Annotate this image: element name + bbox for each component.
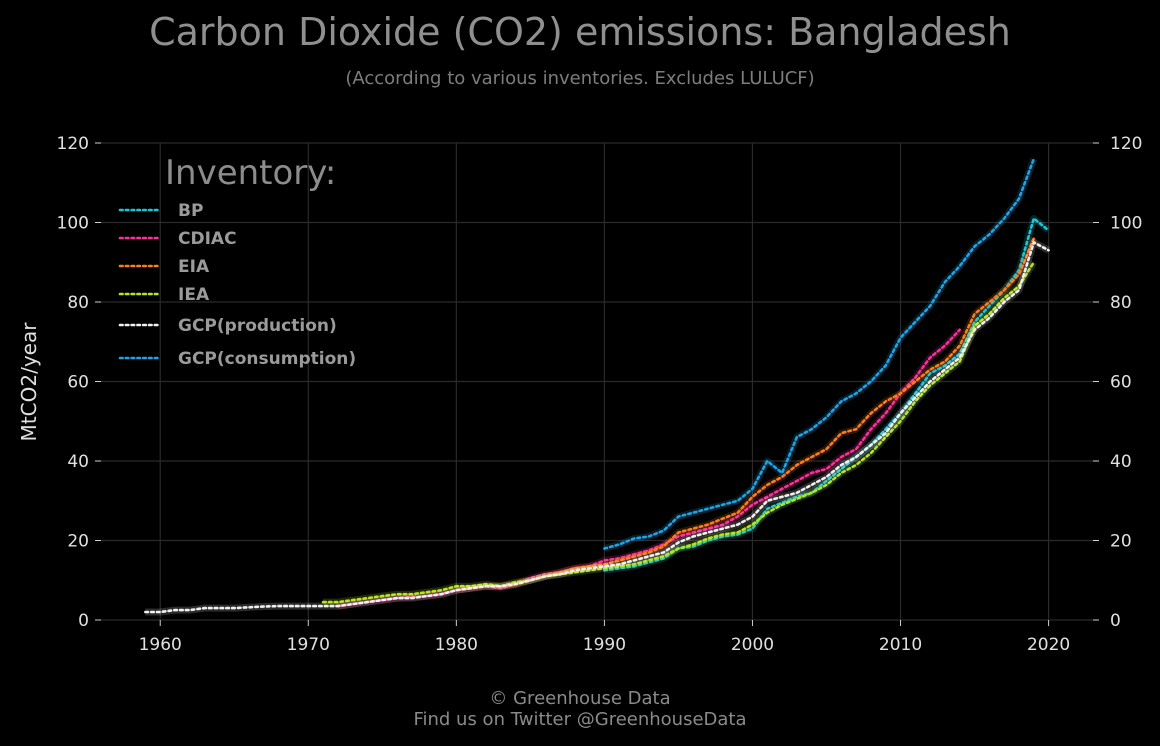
series-glow-bp bbox=[603, 215, 1051, 574]
x-tick-label: 1970 bbox=[287, 635, 330, 655]
y-tick-label-left: 120 bbox=[57, 134, 89, 154]
legend-label-cdiac: CDIAC bbox=[178, 229, 237, 249]
y-tick-label-right: 80 bbox=[1110, 293, 1132, 313]
y-tick-label-right: 20 bbox=[1110, 532, 1132, 552]
y-tick-label-left: 60 bbox=[67, 373, 89, 393]
y-axis-label: MtCO2/year bbox=[17, 322, 41, 442]
y-tick-label-right: 120 bbox=[1110, 134, 1142, 154]
y-tick-label-left: 80 bbox=[67, 293, 89, 313]
y-tick-label-left: 40 bbox=[67, 452, 89, 472]
y-tick-label-left: 0 bbox=[78, 611, 89, 631]
series-lines bbox=[144, 157, 1051, 616]
x-tick-label: 1980 bbox=[435, 635, 478, 655]
series-line-bp bbox=[603, 216, 1050, 572]
x-tick-label: 2020 bbox=[1027, 635, 1070, 655]
x-tick-label: 1990 bbox=[583, 635, 626, 655]
y-tick-label-right: 100 bbox=[1110, 214, 1142, 234]
series-glow-gcp-production bbox=[145, 238, 1051, 616]
y-tick-label-right: 60 bbox=[1110, 373, 1132, 393]
legend-label-iea: IEA bbox=[178, 285, 210, 305]
legend-label-eia: EIA bbox=[178, 257, 210, 277]
legend-label-bp: BP bbox=[178, 201, 203, 221]
y-tick-label-left: 100 bbox=[57, 214, 89, 234]
legend: Inventory: BP CDIAC EIA IEA GCP(production) GC… bbox=[118, 153, 356, 369]
series-line-iea bbox=[321, 260, 1036, 604]
y-tick-label-right: 40 bbox=[1110, 452, 1132, 472]
chart-subtitle: (According to various inventories. Exclu… bbox=[345, 68, 815, 89]
copyright-text: © Greenhouse Data bbox=[489, 688, 671, 709]
x-tick-label: 1960 bbox=[139, 635, 182, 655]
legend-label-gcp-production: GCP(production) bbox=[178, 316, 337, 336]
chart-title: Carbon Dioxide (CO2) emissions: Banglade… bbox=[149, 10, 1011, 54]
series-line-gcp-production bbox=[144, 240, 1050, 614]
x-tick-label: 2000 bbox=[731, 635, 774, 655]
series-glow-eia bbox=[455, 237, 1038, 594]
series-line-eia bbox=[454, 237, 1036, 592]
footer: © Greenhouse Data Find us on Twitter @Gr… bbox=[0, 688, 1160, 730]
x-tick-label: 2010 bbox=[879, 635, 922, 655]
y-tick-label-right: 0 bbox=[1110, 611, 1121, 631]
legend-title: Inventory: bbox=[165, 153, 336, 193]
twitter-text: Find us on Twitter @GreenhouseData bbox=[413, 709, 747, 730]
legend-label-gcp-consumption: GCP(consumption) bbox=[178, 349, 356, 369]
y-tick-label-left: 20 bbox=[67, 532, 89, 552]
grid bbox=[101, 142, 1093, 621]
series-line-gcp-consumption bbox=[603, 157, 1036, 550]
